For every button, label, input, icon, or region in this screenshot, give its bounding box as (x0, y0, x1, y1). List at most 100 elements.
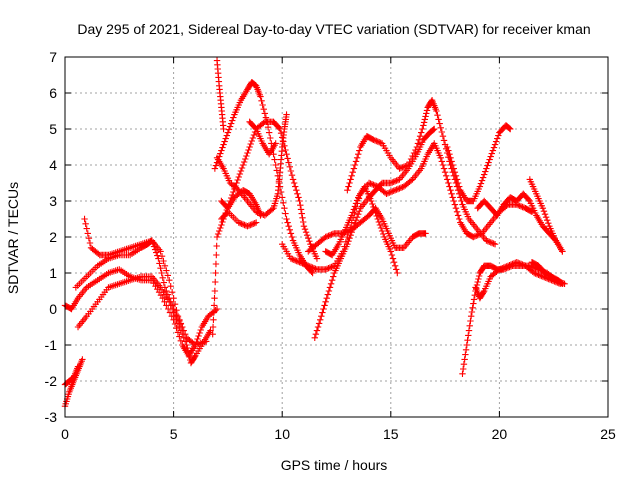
data-point (236, 170, 244, 178)
data-point (159, 274, 166, 281)
data-point (402, 163, 409, 170)
data-point (532, 270, 539, 277)
data-point (79, 356, 86, 363)
series-track-12 (218, 208, 260, 230)
data-point (300, 260, 308, 268)
data-point (325, 232, 332, 239)
data-point (176, 317, 183, 325)
data-point (313, 327, 321, 334)
data-point (393, 177, 400, 184)
data-point (258, 97, 265, 104)
data-point (230, 114, 237, 121)
data-point (519, 203, 526, 211)
data-point (290, 179, 298, 187)
data-point (370, 181, 377, 188)
data-point (328, 277, 336, 284)
data-point (297, 206, 305, 213)
y-tick-label: 0 (49, 301, 57, 317)
data-point (486, 156, 493, 163)
data-point (294, 190, 301, 197)
data-point (438, 158, 446, 165)
data-point (260, 106, 267, 113)
data-point (483, 237, 490, 244)
data-point (194, 335, 201, 343)
data-point (242, 155, 249, 163)
data-point (420, 122, 427, 129)
data-point (299, 260, 306, 267)
data-point (346, 235, 353, 242)
data-point (160, 257, 167, 265)
x-tick-label: 15 (383, 426, 399, 442)
data-point (325, 265, 332, 272)
data-point (251, 220, 258, 227)
data-point (435, 116, 442, 123)
data-point (459, 370, 466, 377)
data-point (461, 356, 468, 363)
data-point (159, 295, 166, 302)
x-axis-label: GPS time / hours (281, 457, 388, 473)
data-point (230, 188, 237, 196)
data-point (301, 226, 309, 233)
series-track-11 (218, 187, 264, 219)
data-point (404, 161, 412, 169)
data-point (467, 313, 475, 320)
data-point (234, 176, 241, 184)
data-point (407, 177, 415, 184)
data-point (263, 118, 271, 125)
data-point (468, 308, 476, 316)
data-point (272, 140, 279, 147)
data-point (440, 137, 448, 144)
data-point (197, 326, 204, 334)
data-point (420, 119, 428, 126)
data-point (297, 202, 304, 209)
data-point (413, 143, 421, 151)
data-point (245, 222, 253, 229)
data-point (479, 174, 487, 181)
data-point (422, 113, 429, 120)
data-point (438, 128, 446, 136)
data-point (513, 259, 520, 266)
data-point (453, 176, 461, 183)
data-point (287, 167, 295, 175)
data-point (365, 179, 373, 187)
data-point (393, 186, 400, 193)
y-tick-label: -3 (45, 409, 58, 425)
data-point (148, 237, 156, 244)
data-point (318, 313, 325, 320)
data-point (173, 325, 180, 332)
data-point (377, 139, 384, 146)
data-point (344, 241, 351, 248)
data-point (409, 152, 416, 160)
data-point (391, 187, 399, 194)
data-point (221, 138, 228, 145)
data-point (322, 266, 329, 273)
data-point (248, 221, 255, 228)
data-point (153, 249, 160, 256)
data-point (448, 158, 455, 165)
plot-area (61, 57, 568, 410)
data-point (519, 261, 526, 268)
data-point (444, 176, 451, 183)
data-point (237, 220, 244, 227)
series-track-3 (81, 215, 210, 349)
data-point (374, 215, 381, 223)
data-point (388, 251, 396, 259)
data-point (423, 107, 431, 114)
data-point (368, 181, 376, 188)
data-point (423, 110, 430, 117)
data-point (538, 272, 545, 280)
data-point (415, 136, 423, 143)
data-point (177, 337, 185, 344)
data-point (315, 320, 323, 327)
data-point (210, 309, 217, 316)
data-point (439, 133, 447, 140)
data-point (485, 159, 492, 166)
data-point (506, 262, 513, 269)
data-point (394, 269, 401, 277)
data-point (167, 298, 174, 305)
data-point (412, 146, 419, 154)
data-point (310, 265, 318, 272)
data-point (442, 172, 450, 179)
data-point (393, 266, 400, 273)
data-point (471, 233, 478, 240)
